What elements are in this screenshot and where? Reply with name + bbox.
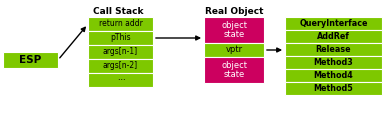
Text: args[n-1]: args[n-1] [103,47,138,56]
Text: ESP: ESP [19,55,42,65]
FancyBboxPatch shape [88,59,153,73]
FancyBboxPatch shape [285,82,382,95]
Text: object
state: object state [221,21,247,39]
FancyBboxPatch shape [285,56,382,69]
FancyBboxPatch shape [285,43,382,56]
Text: return addr: return addr [99,19,142,29]
FancyBboxPatch shape [285,69,382,82]
FancyBboxPatch shape [285,17,382,30]
Text: Call Stack: Call Stack [93,7,143,16]
Text: Method5: Method5 [313,84,353,93]
FancyBboxPatch shape [204,17,264,43]
FancyBboxPatch shape [204,43,264,57]
FancyBboxPatch shape [88,73,153,87]
Text: Method4: Method4 [313,71,353,80]
Text: object
state: object state [221,61,247,79]
FancyBboxPatch shape [285,30,382,43]
Text: vptr: vptr [226,46,243,55]
Text: ⋯: ⋯ [117,75,124,84]
Text: pThis: pThis [110,33,131,42]
Text: Real Object: Real Object [205,7,263,16]
Text: Release: Release [316,45,351,54]
Text: Method3: Method3 [313,58,353,67]
FancyBboxPatch shape [88,45,153,59]
Text: AddRef: AddRef [317,32,350,41]
FancyBboxPatch shape [204,57,264,83]
Text: QueryInterface: QueryInterface [299,19,368,28]
Text: args[n-2]: args[n-2] [103,61,138,70]
FancyBboxPatch shape [3,52,58,68]
FancyBboxPatch shape [88,17,153,31]
FancyBboxPatch shape [88,31,153,45]
